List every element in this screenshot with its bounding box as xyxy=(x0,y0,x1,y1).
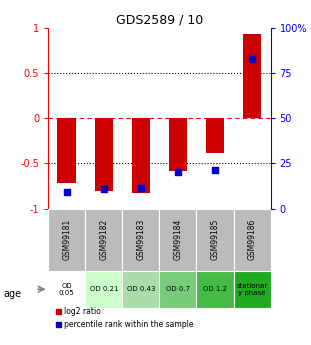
Point xyxy=(101,186,106,191)
Text: GSM99182: GSM99182 xyxy=(99,219,108,260)
Bar xyxy=(48,209,85,271)
Point xyxy=(138,185,143,190)
Text: OD 1.2: OD 1.2 xyxy=(203,286,227,292)
Bar xyxy=(132,118,150,193)
Text: GSM99186: GSM99186 xyxy=(248,219,257,260)
Bar xyxy=(58,118,76,183)
Bar xyxy=(234,271,271,308)
Bar xyxy=(197,209,234,271)
Bar xyxy=(234,209,271,271)
Bar xyxy=(85,271,122,308)
Point xyxy=(212,167,217,172)
Text: GSM99181: GSM99181 xyxy=(62,219,71,260)
Text: age: age xyxy=(3,289,21,299)
Text: OD
0.05: OD 0.05 xyxy=(59,283,75,296)
Bar xyxy=(243,34,261,118)
Bar xyxy=(95,118,113,190)
Bar xyxy=(122,271,159,308)
Text: OD 0.7: OD 0.7 xyxy=(166,286,190,292)
Point xyxy=(64,189,69,195)
Bar xyxy=(159,209,197,271)
Bar xyxy=(122,209,159,271)
Point xyxy=(249,57,254,62)
Text: GSM99185: GSM99185 xyxy=(211,219,220,260)
Bar xyxy=(197,271,234,308)
Text: OD 0.43: OD 0.43 xyxy=(127,286,155,292)
Bar xyxy=(159,271,197,308)
Bar xyxy=(169,118,187,171)
Bar xyxy=(206,118,224,152)
Title: GDS2589 / 10: GDS2589 / 10 xyxy=(116,13,203,27)
Legend: log2 ratio, percentile rank within the sample: log2 ratio, percentile rank within the s… xyxy=(53,304,197,332)
Text: GSM99184: GSM99184 xyxy=(174,219,183,260)
Bar xyxy=(85,209,122,271)
Text: stationar
y phase: stationar y phase xyxy=(236,283,268,296)
Point xyxy=(175,170,180,175)
Text: OD 0.21: OD 0.21 xyxy=(90,286,118,292)
Text: GSM99183: GSM99183 xyxy=(136,219,145,260)
Bar xyxy=(48,271,85,308)
